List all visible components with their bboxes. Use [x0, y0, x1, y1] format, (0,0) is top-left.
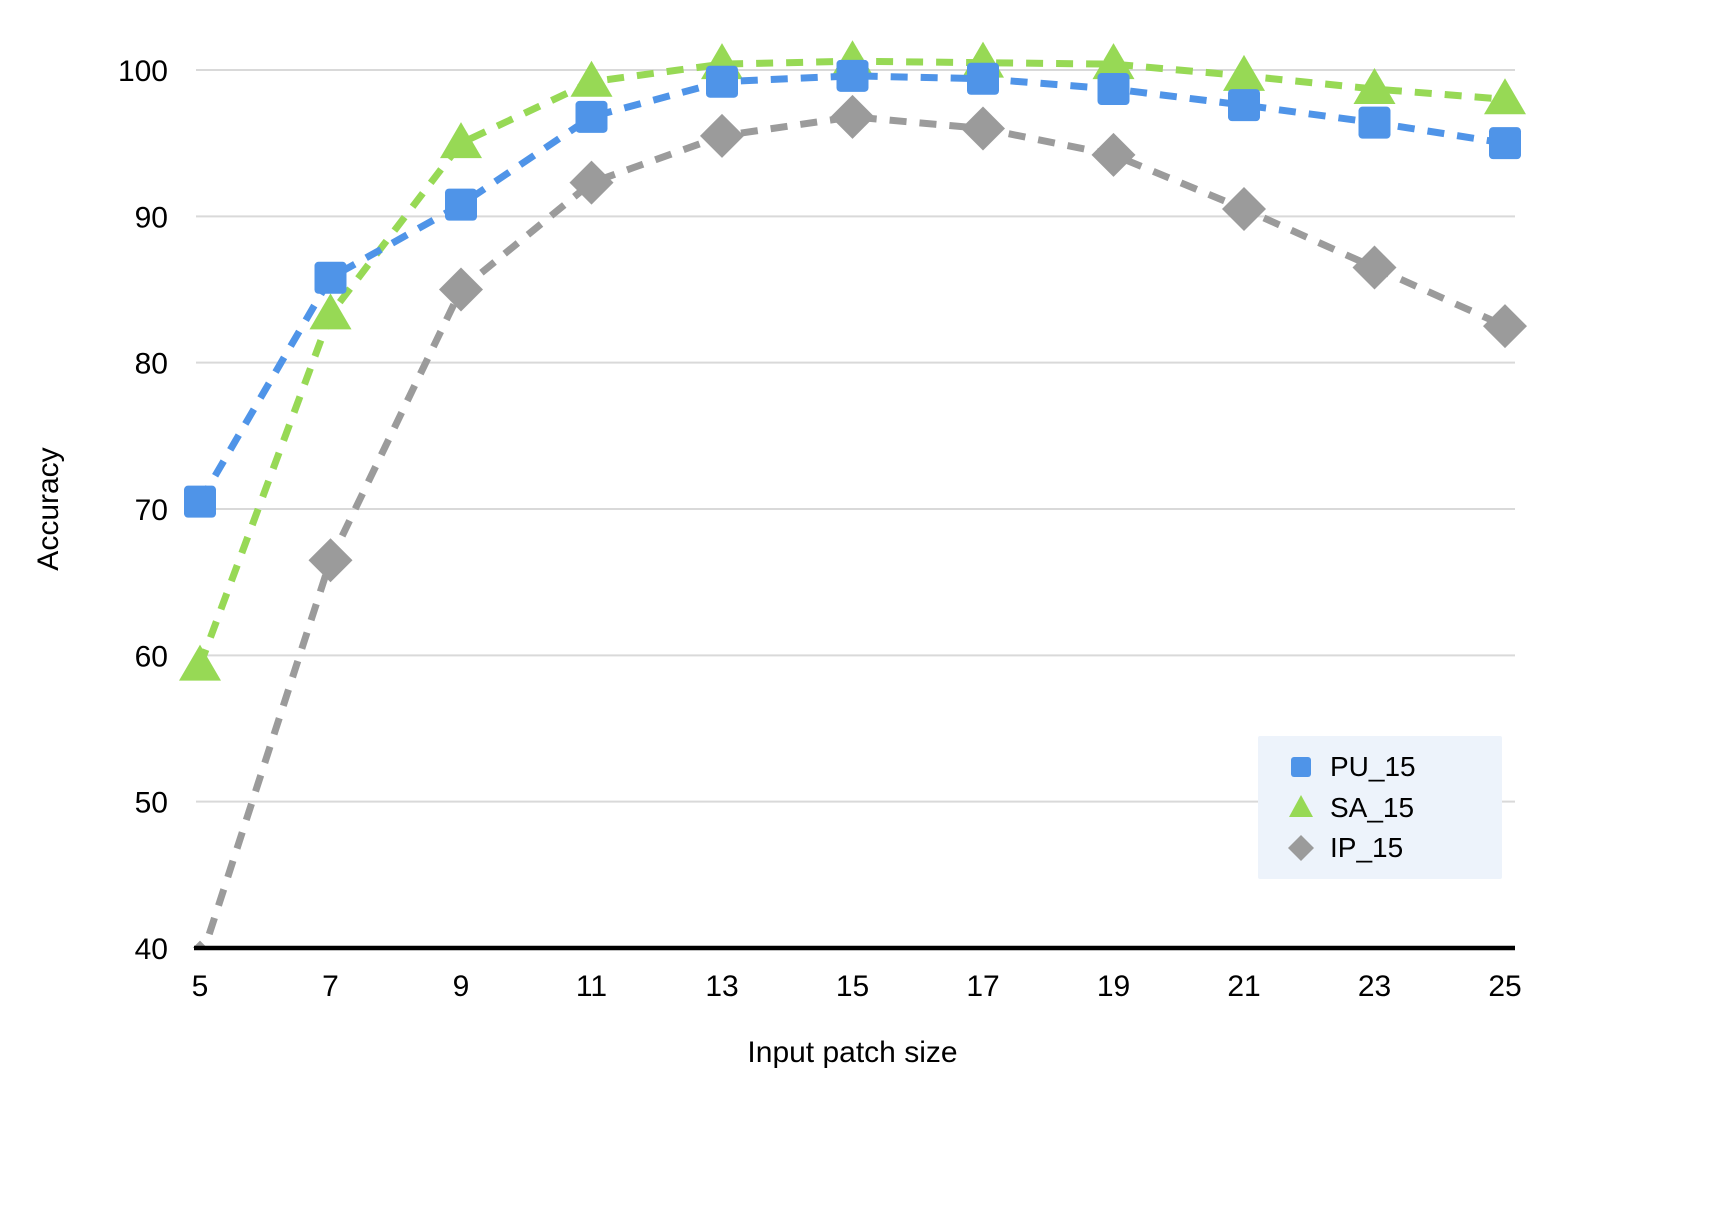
x-tick-label-19: 19 [1097, 970, 1130, 1003]
marker-PU_15-x15 [836, 59, 869, 92]
marker-IP_15-x17 [961, 106, 1005, 151]
y-tick-label-50: 50 [135, 787, 168, 820]
marker-SA_15-x5 [179, 644, 221, 681]
x-tick-label-9: 9 [453, 970, 470, 1003]
series-PU_15 [184, 59, 1521, 518]
marker-IP_15-x7 [308, 538, 353, 583]
x-tick-label-5: 5 [192, 970, 209, 1003]
legend-label-sa15: SA_15 [1330, 791, 1415, 823]
marker-SA_15-x19 [1092, 43, 1135, 80]
marker-IP_15-x21 [1222, 187, 1266, 232]
square-marker-icon [1291, 756, 1311, 777]
y-tick-label-90: 90 [135, 201, 168, 234]
marker-SA_15-x11 [570, 60, 613, 97]
marker-PU_15-x9 [445, 188, 477, 221]
marker-IP_15-x19 [1091, 132, 1136, 177]
legend-item-pu15: PU_15 [1288, 750, 1502, 784]
marker-SA_15-x21 [1223, 54, 1265, 91]
x-tick-label-13: 13 [705, 970, 738, 1003]
y-tick-label-40: 40 [135, 933, 168, 966]
y-tick-label-60: 60 [135, 640, 168, 673]
marker-PU_15-x7 [314, 261, 347, 294]
y-axis-title: Accuracy [32, 447, 65, 570]
marker-PU_15-x11 [575, 100, 608, 133]
marker-SA_15-x7 [309, 293, 352, 330]
triangle-marker-icon [1289, 795, 1313, 818]
marker-IP_15-x11 [569, 160, 614, 205]
marker-PU_15-x21 [1228, 89, 1260, 122]
marker-IP_15-x9 [439, 267, 483, 312]
marker-IP_15-x25 [1483, 304, 1527, 349]
marker-PU_15-x13 [706, 65, 738, 98]
x-tick-label-23: 23 [1358, 970, 1391, 1003]
series-IP_15 [192, 94, 1527, 948]
legend-label-ip15: IP_15 [1330, 832, 1404, 864]
series-layer [179, 40, 1527, 948]
x-tick-label-17: 17 [966, 970, 999, 1003]
y-tick-label-100: 100 [118, 55, 168, 88]
x-tick-label-7: 7 [322, 970, 339, 1003]
diamond-marker-icon [1288, 834, 1314, 861]
marker-PU_15-x23 [1358, 106, 1391, 139]
x-tick-label-25: 25 [1488, 970, 1521, 1003]
marker-IP_15-x13 [700, 113, 744, 158]
x-tick-label-21: 21 [1227, 970, 1260, 1003]
marker-IP_15-x23 [1352, 245, 1397, 290]
marker-SA_15-x23 [1353, 68, 1396, 105]
y-tick-label-80: 80 [135, 348, 168, 381]
x-axis-title: Input patch size [747, 1036, 957, 1069]
marker-PU_15-x17 [967, 62, 999, 95]
x-tick-label-15: 15 [836, 970, 869, 1003]
series-line-PU_15 [196, 72, 1506, 504]
legend-item-ip15: IP_15 [1288, 831, 1502, 865]
legend-item-sa15: SA_15 [1288, 791, 1502, 825]
marker-PU_15-x5 [184, 485, 216, 518]
legend-label-pu15: PU_15 [1330, 751, 1416, 782]
y-tick-label-70: 70 [135, 494, 168, 527]
marker-IP_15-x15 [830, 94, 875, 139]
marker-PU_15-x25 [1489, 127, 1521, 160]
x-tick-label-11: 11 [576, 970, 607, 1003]
marker-SA_15-x25 [1484, 78, 1526, 115]
marker-PU_15-x19 [1097, 73, 1130, 106]
marker-SA_15-x9 [440, 122, 482, 159]
legend: PU_15 SA_15 IP_15 [1258, 736, 1502, 879]
